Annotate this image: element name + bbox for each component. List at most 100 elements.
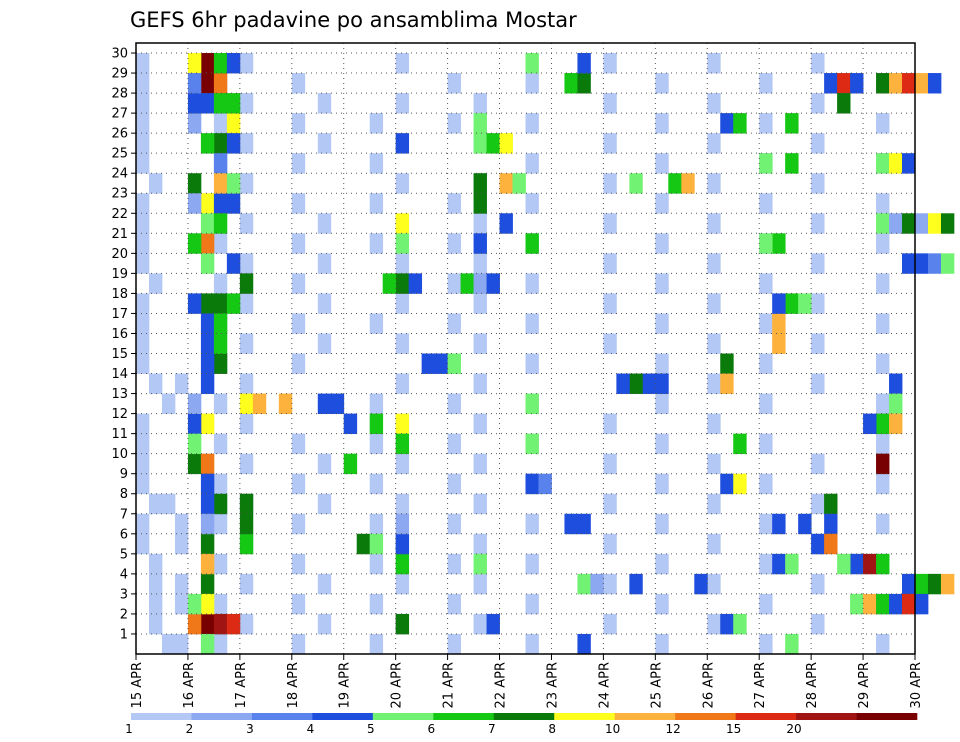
cell (655, 373, 669, 394)
cell-light (148, 613, 163, 635)
cell (187, 393, 202, 415)
cell-light (759, 313, 773, 334)
cell (889, 413, 903, 435)
x-tick-label: 24 APR (597, 662, 612, 708)
cell-light (447, 473, 461, 495)
cell-light (239, 373, 254, 394)
cell (564, 73, 578, 94)
cell (850, 593, 864, 615)
cell (200, 73, 215, 94)
cell-light (447, 73, 461, 94)
y-tick-label: 2 (120, 607, 128, 622)
cell-light (395, 293, 410, 314)
cell (213, 293, 228, 314)
cell-light (876, 513, 890, 535)
cell-light (136, 413, 150, 435)
cell (629, 173, 643, 194)
cell-light (876, 393, 890, 415)
cell (720, 473, 734, 495)
cell (239, 393, 254, 415)
cell-light (707, 493, 721, 515)
cell-light (707, 333, 721, 354)
cell (772, 553, 786, 575)
cell-light (239, 333, 254, 354)
cell-light (136, 473, 150, 495)
cell-light (148, 553, 163, 575)
cell (577, 573, 591, 595)
cell-light (655, 553, 669, 575)
cell (811, 533, 825, 555)
cell-light (369, 593, 384, 615)
cell (473, 173, 487, 194)
cell (200, 213, 215, 234)
cell-light (174, 593, 189, 615)
x-tick-label: 23 APR (545, 662, 560, 708)
cell-light (603, 613, 617, 635)
cell (876, 453, 890, 475)
cell-light (174, 573, 189, 595)
cell (213, 213, 228, 234)
x-tick-label: 21 APR (442, 662, 457, 708)
cell-light (213, 593, 228, 615)
cell (876, 593, 890, 615)
cell (200, 473, 215, 495)
cell-light (136, 313, 150, 334)
cell (824, 493, 838, 515)
cell (200, 293, 215, 314)
cell-light (473, 533, 487, 555)
cell (187, 433, 202, 455)
y-tick-label: 24 (111, 167, 128, 182)
cell-light (707, 373, 721, 394)
cell-light (655, 153, 669, 174)
cell-light (174, 633, 189, 655)
cell (213, 173, 228, 194)
colorbar-label: 2 (186, 722, 194, 736)
cell (525, 233, 539, 254)
cell (577, 513, 591, 535)
cell (733, 473, 747, 495)
cell-light (291, 513, 306, 535)
y-tick-label: 18 (111, 287, 128, 302)
cell (915, 593, 929, 615)
cell-light (655, 73, 669, 94)
cell-light (317, 613, 332, 635)
cell (395, 133, 410, 154)
cell-light (876, 433, 890, 455)
colorbar-swatch (856, 713, 918, 720)
cell-light (811, 373, 825, 394)
cell-light (136, 113, 150, 134)
cell-light (213, 273, 228, 294)
cell-light (603, 493, 617, 515)
cell-light (136, 293, 150, 314)
cell (863, 413, 877, 435)
y-tick-label: 12 (111, 407, 128, 422)
cell (187, 593, 202, 615)
cell-light (473, 613, 487, 635)
cell-light (447, 553, 461, 575)
y-tick-label: 17 (111, 307, 128, 322)
cell-light (239, 53, 254, 74)
cell (395, 613, 410, 635)
cell-light (525, 513, 539, 535)
cell (772, 513, 786, 535)
cell (850, 73, 864, 94)
x-tick-label: 15 APR (130, 662, 145, 708)
cell-light (876, 273, 890, 294)
cell (915, 573, 929, 595)
cell-light (291, 153, 306, 174)
cell (369, 533, 384, 555)
colorbar-label: 10 (605, 722, 620, 736)
y-tick-label: 30 (111, 47, 128, 62)
cell (200, 313, 215, 334)
y-tick-label: 25 (111, 147, 128, 162)
cell (525, 53, 539, 74)
cell (200, 573, 215, 595)
cell-light (213, 393, 228, 415)
cell-light (473, 293, 487, 314)
cell-light (369, 393, 384, 415)
cell-light (759, 433, 773, 455)
y-tick-label: 9 (120, 467, 128, 482)
cell (889, 593, 903, 615)
cell (226, 53, 241, 74)
cell-light (136, 153, 150, 174)
